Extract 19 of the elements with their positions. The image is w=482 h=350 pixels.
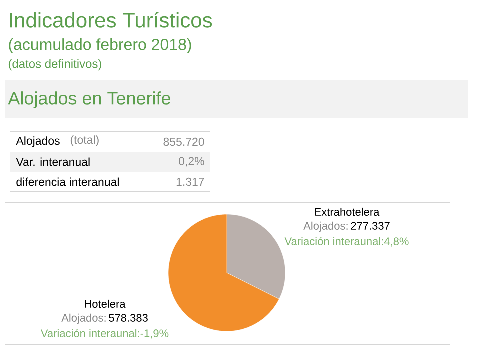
text: Alojados: — [62, 314, 106, 324]
text: Alojados — [16, 136, 60, 148]
slice-label: Hotelera — [85, 300, 126, 308]
text: Alojados en Tenerife — [8, 92, 170, 108]
text: (total) — [70, 136, 99, 146]
text: diferencia interanual — [16, 178, 119, 186]
text: 0,2% — [179, 157, 204, 167]
text: (datos definitivos) — [8, 59, 102, 71]
text: 855.720 — [164, 138, 204, 146]
data-label: 277.337 — [351, 222, 390, 230]
chart-subtitle: (acumulado febrero 2018) — [9, 38, 192, 54]
chart-title: Indicadores Turísticos — [10, 12, 212, 28]
text: Variación interaunal:4,8% — [284, 237, 409, 247]
text: 1.317 — [176, 178, 204, 186]
slice-label: Extrahotelera — [315, 208, 380, 216]
data-label: 578.383 — [109, 314, 148, 322]
text: Var. interanual — [16, 158, 90, 166]
text: Alojados: — [304, 222, 348, 232]
text: Variación interaunal:-1,9% — [40, 329, 169, 339]
